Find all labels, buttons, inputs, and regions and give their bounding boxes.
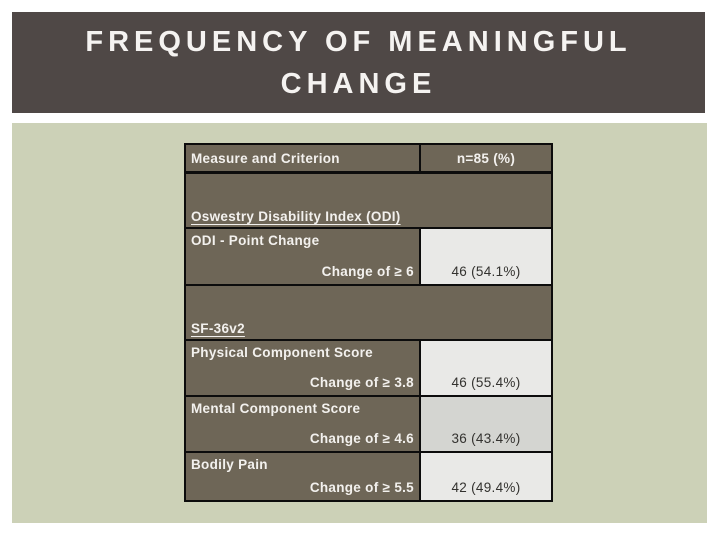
measure-criterion: Change of ≥ 3.8 — [309, 375, 414, 390]
measure-cell: Mental Component Score Change of ≥ 4.6 — [186, 397, 421, 451]
value-cell: 46 (54.1%) — [421, 229, 551, 284]
frequency-table: Measure and Criterion n=85 (%) Oswestry … — [184, 143, 553, 502]
measure-cell: Bodily Pain Change of ≥ 5.5 — [186, 453, 421, 500]
header-n-percent: n=85 (%) — [456, 150, 516, 166]
measure-criterion: Change of ≥ 5.5 — [309, 480, 414, 495]
measure-block-physical-component: Physical Component Score Change of ≥ 3.8… — [186, 341, 551, 397]
slide-title-line-1: FREQUENCY OF MEANINGFUL — [85, 25, 632, 58]
header-measure-and-criterion: Measure and Criterion — [186, 145, 421, 171]
table-header-row: Measure and Criterion n=85 (%) — [186, 145, 551, 174]
measure-criterion: Change of ≥ 4.6 — [309, 431, 414, 446]
section-row-odi: Oswestry Disability Index (ODI) — [186, 174, 551, 229]
slide-title-line-2: CHANGE — [280, 67, 437, 100]
slide-title-bar: FREQUENCY OF MEANINGFUL CHANGE — [12, 12, 705, 113]
measure-block-mental-component: Mental Component Score Change of ≥ 4.6 3… — [186, 397, 551, 453]
value-cell: 36 (43.4%) — [421, 397, 551, 451]
measure-criterion: Change of ≥ 6 — [321, 264, 414, 279]
value-cell: 46 (55.4%) — [421, 341, 551, 395]
section-title-sf36v2: SF-36v2 — [191, 321, 245, 336]
measure-cell: ODI - Point Change Change of ≥ 6 — [186, 229, 421, 284]
measure-block-bodily-pain: Bodily Pain Change of ≥ 5.5 42 (49.4%) — [186, 453, 551, 500]
measure-name: Mental Component Score — [191, 401, 361, 416]
section-row-sf36v2: SF-36v2 — [186, 286, 551, 341]
measure-block-odi-point-change: ODI - Point Change Change of ≥ 6 46 (54.… — [186, 229, 551, 286]
measure-cell: Physical Component Score Change of ≥ 3.8 — [186, 341, 421, 395]
section-title-odi: Oswestry Disability Index (ODI) — [191, 209, 401, 224]
measure-name: ODI - Point Change — [191, 233, 320, 248]
value-cell: 42 (49.4%) — [421, 453, 551, 500]
measure-name: Bodily Pain — [191, 457, 268, 472]
content-panel: Measure and Criterion n=85 (%) Oswestry … — [12, 123, 707, 523]
measure-name: Physical Component Score — [191, 345, 373, 360]
